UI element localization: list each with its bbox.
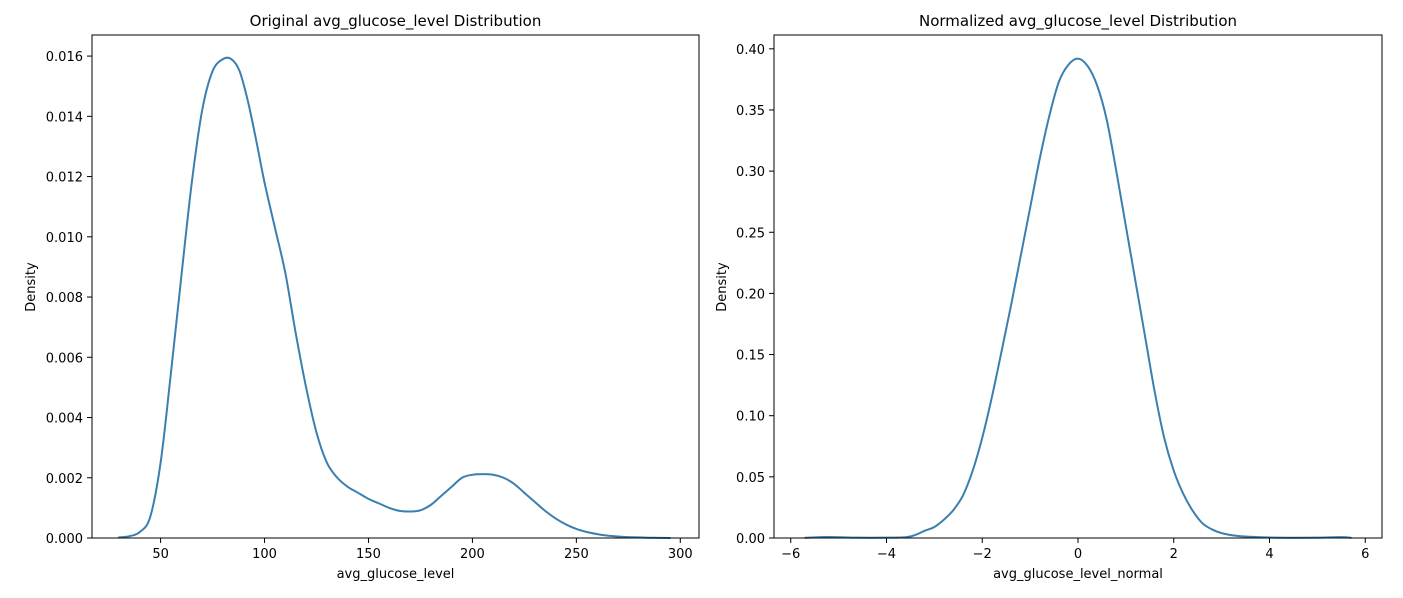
x-tick-label: −2: [973, 547, 992, 562]
x-tick-label: 2: [1170, 547, 1178, 562]
y-tick-label: 0.35: [736, 104, 765, 119]
plot-frame: [773, 34, 1383, 539]
density-curve: [804, 57, 1352, 539]
y-tick-label: 0.25: [736, 226, 765, 241]
y-tick-label: 0.40: [736, 43, 765, 58]
y-tick-label: 0.006: [46, 351, 83, 366]
chart-title: Original avg_glucose_level Distribution: [250, 12, 542, 31]
y-tick-label: 0.20: [736, 287, 765, 302]
x-tick-label: 0: [1074, 547, 1082, 562]
x-tick-label: 200: [460, 547, 485, 562]
y-tick-label: 0.000: [46, 532, 83, 547]
x-axis-label: avg_glucose_level: [337, 567, 455, 582]
tick-layer: −6 −4 −2 0 2 4 6 0.00 0.05 0.10 0.15 0.20 0.25 0.30 0.…: [736, 43, 1369, 562]
x-tick-label: 100: [252, 547, 277, 562]
y-tick-label: 0.15: [736, 349, 765, 364]
x-tick-label: 150: [356, 547, 381, 562]
series-layer: [804, 57, 1352, 539]
y-axis-label: Density: [24, 262, 39, 312]
density-curve: [118, 56, 671, 539]
y-tick-label: 0.004: [46, 412, 83, 427]
x-tick-label: 6: [1361, 547, 1369, 562]
y-tick-label: 0.002: [46, 472, 83, 487]
y-tick-label: 0.05: [736, 471, 765, 486]
x-tick-label: 250: [564, 547, 589, 562]
y-tick-label: 0.30: [736, 165, 765, 180]
y-tick-label: 0.012: [46, 171, 83, 186]
y-tick-label: 0.010: [46, 231, 83, 246]
y-tick-label: 0.016: [46, 50, 83, 65]
x-tick-label: 50: [152, 547, 169, 562]
y-tick-label: 0.008: [46, 291, 83, 306]
x-tick-label: 300: [668, 547, 693, 562]
x-axis-label: avg_glucose_level_normal: [993, 567, 1163, 582]
y-tick-label: 0.10: [736, 410, 765, 425]
chart-original: Original avg_glucose_level Distribution …: [24, 12, 700, 582]
y-tick-label: 0.00: [736, 532, 765, 547]
series-layer: [118, 56, 671, 539]
x-tick-label: −6: [781, 547, 800, 562]
chart-title: Normalized avg_glucose_level Distributio…: [919, 12, 1237, 31]
y-axis-label: Density: [715, 262, 730, 312]
chart-normalized: Normalized avg_glucose_level Distributio…: [715, 12, 1383, 582]
x-tick-label: 4: [1265, 547, 1273, 562]
y-tick-label: 0.014: [46, 110, 83, 125]
tick-layer: 50 100 150 200 250 300 0.000 0.002 0.004 0.006 0.0…: [46, 50, 693, 562]
plot-frame: [91, 34, 700, 539]
x-tick-label: −4: [877, 547, 896, 562]
